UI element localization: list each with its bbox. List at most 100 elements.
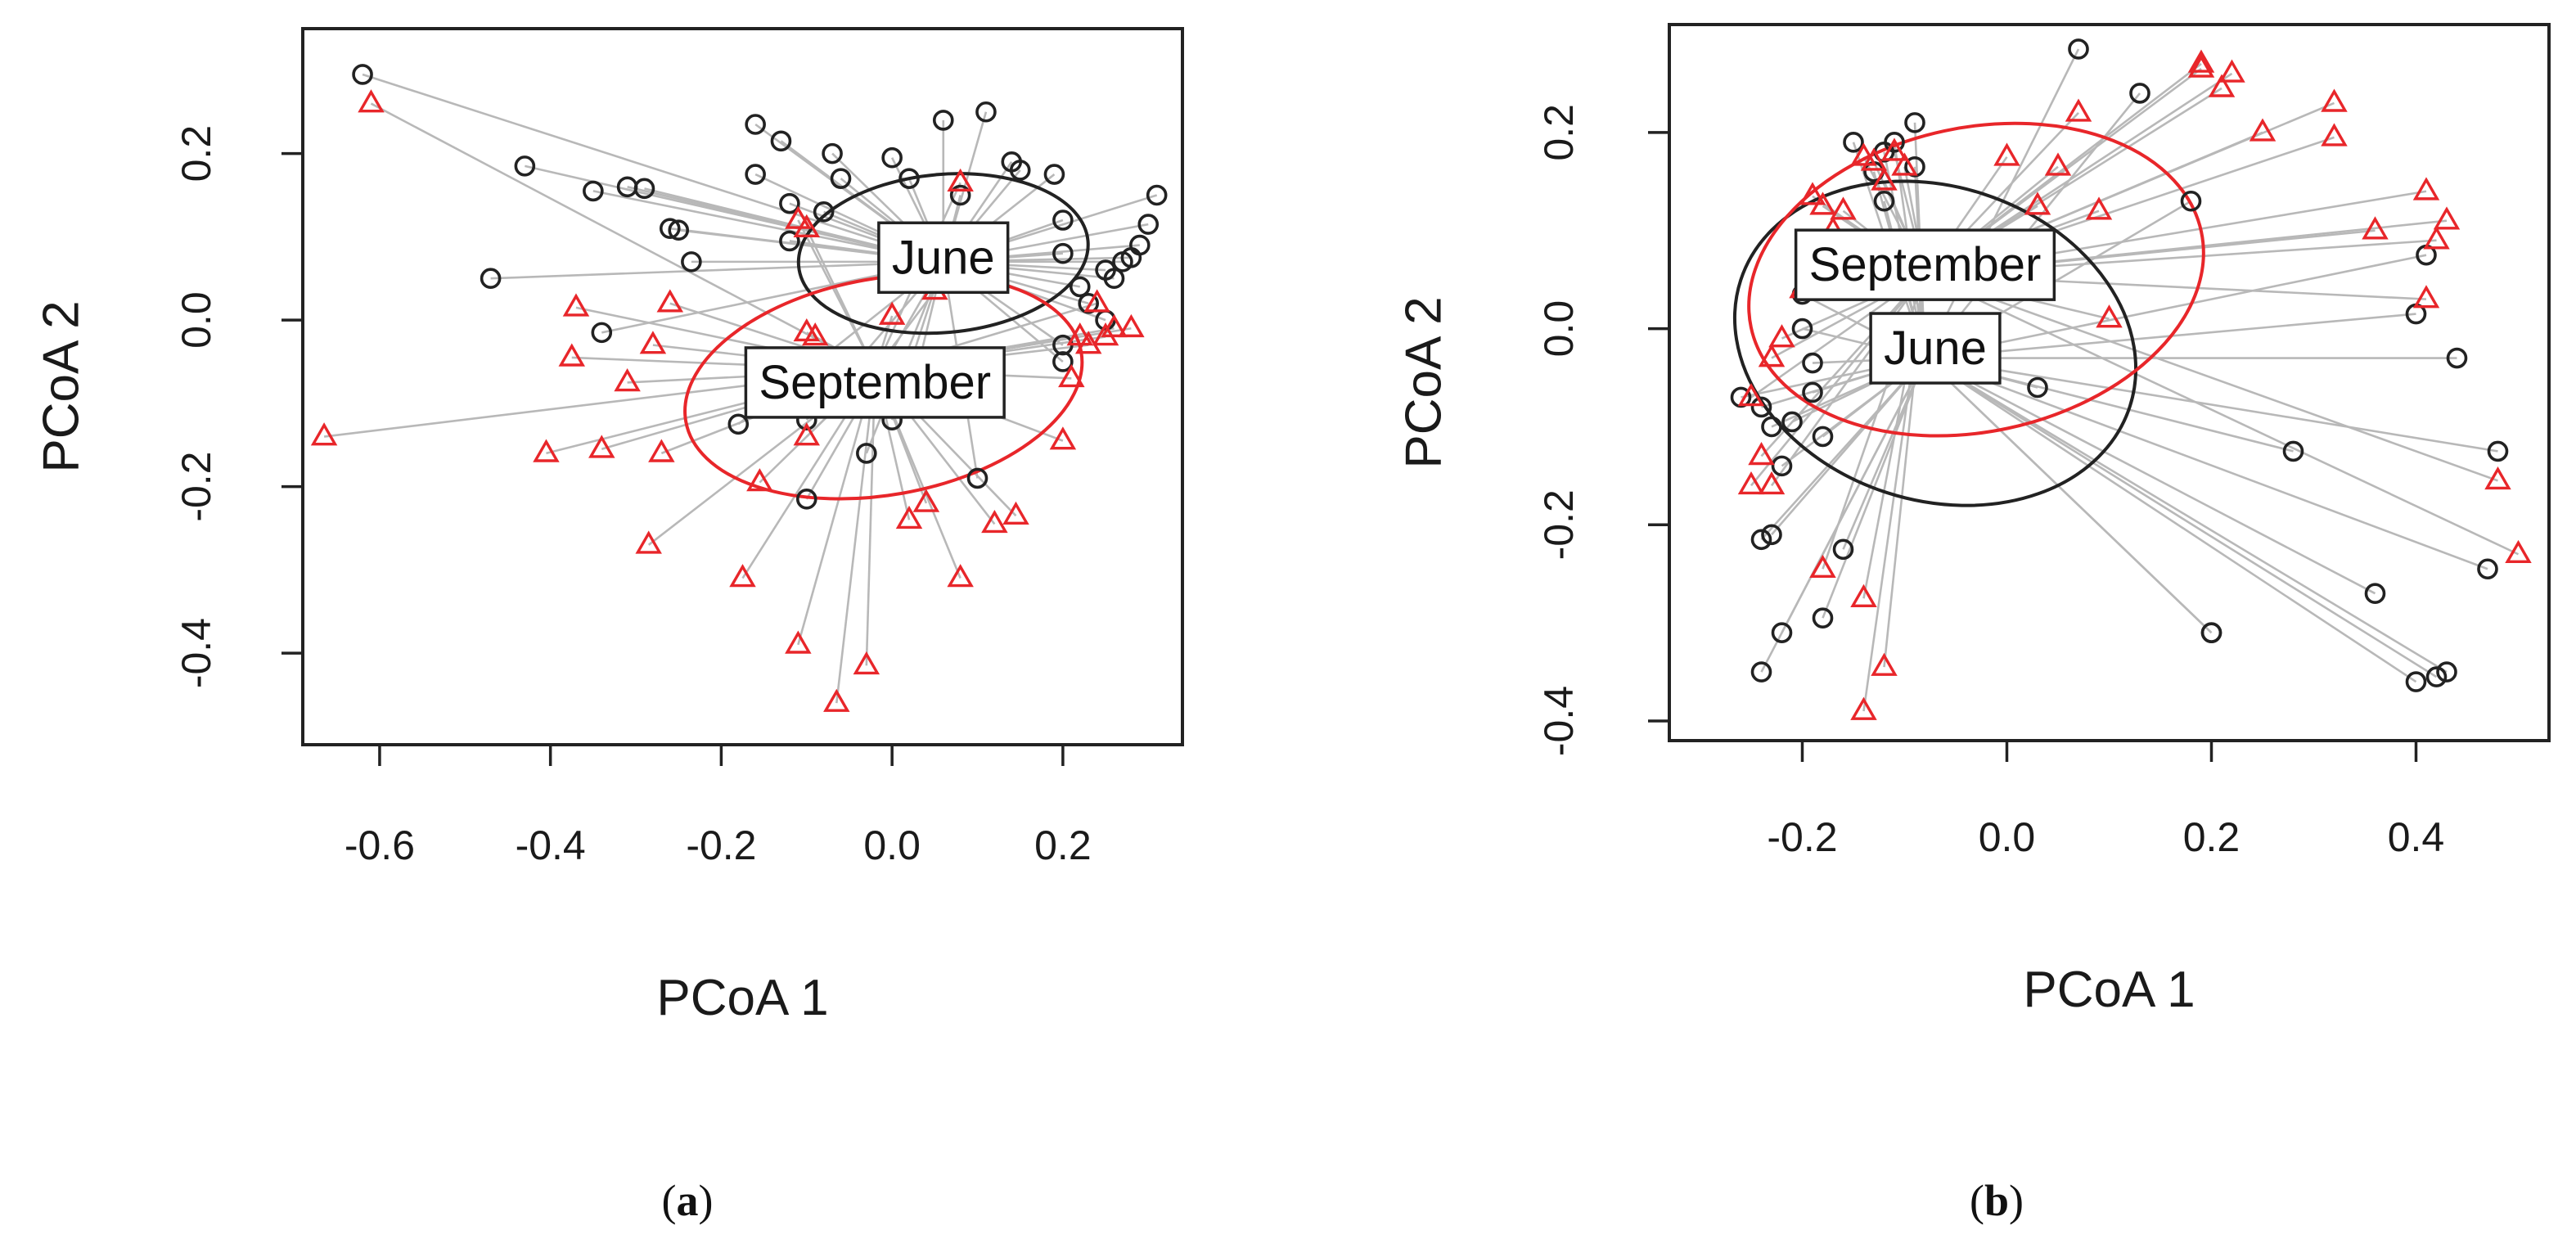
- point-september-21: [878, 301, 906, 325]
- spoke-september-28: [1924, 273, 2520, 556]
- spoke-september-15: [865, 370, 876, 666]
- point-june-35: [1146, 184, 1168, 206]
- point-september-12: [746, 468, 773, 492]
- point-june-43: [856, 443, 877, 464]
- points-june: [352, 64, 1168, 510]
- x-axis-title: PCoA 1: [2023, 962, 2195, 1018]
- points-september: [310, 89, 1145, 712]
- point-june-9: [2180, 190, 2202, 212]
- point-september-0: [358, 89, 385, 113]
- x-tick-label: 0.0: [1979, 814, 2036, 860]
- point-june-6: [1873, 190, 1895, 212]
- point-june-7: [2068, 38, 2089, 60]
- caption-close-paren: ): [699, 1176, 714, 1225]
- panel-caption: (a): [662, 1176, 714, 1225]
- point-june-20: [1761, 524, 1782, 546]
- point-june-12: [745, 164, 766, 185]
- point-june-15: [1812, 426, 1834, 448]
- point-june-9: [591, 322, 613, 344]
- ellipse-june: [796, 172, 1090, 336]
- point-september-19: [785, 205, 812, 229]
- point-september-26: [947, 564, 974, 588]
- point-september-5: [562, 293, 590, 317]
- y-axis: -0.4 -0.2 0.0 0.2: [1536, 104, 1669, 756]
- spoke-september-0: [370, 102, 876, 372]
- spoke-june-30: [1924, 357, 2376, 595]
- point-september-15: [853, 651, 880, 675]
- group-label-box: [744, 346, 1006, 419]
- point-june-24: [1043, 164, 1065, 185]
- point-june-2: [1904, 112, 1925, 133]
- point-june-8: [2129, 83, 2150, 104]
- point-september-14: [2096, 304, 2123, 328]
- point-june-8: [480, 268, 502, 290]
- point-june-33: [2436, 661, 2457, 683]
- point-september-2: [1871, 167, 1898, 191]
- point-june-0: [1843, 132, 1864, 153]
- point-september-25: [2433, 206, 2461, 230]
- point-september-16: [2187, 54, 2215, 78]
- panel-a-frame: [301, 27, 1184, 746]
- point-june-19: [1771, 455, 1793, 477]
- point-september-30: [1768, 324, 1795, 348]
- point-june-26: [2027, 376, 2048, 399]
- panel-b-frame: [1668, 23, 2551, 742]
- y-tick-label: 0.0: [173, 291, 219, 349]
- group-label-june: June: [1869, 312, 2002, 385]
- point-june-16: [830, 168, 852, 189]
- point-september-34: [1101, 313, 1128, 338]
- spoke-june-35: [1925, 357, 2498, 453]
- y-axis-title: PCoA 2: [34, 300, 90, 472]
- y-axis-title: PCoA 2: [1396, 296, 1452, 468]
- point-september-1: [310, 422, 338, 446]
- point-september-4: [648, 439, 675, 462]
- point-june-25: [1750, 661, 1772, 683]
- point-june-6: [668, 219, 690, 241]
- point-september-6: [558, 343, 586, 367]
- point-september-37: [1850, 583, 1877, 607]
- point-september-30: [1058, 363, 1085, 388]
- point-september-36: [1083, 289, 1110, 313]
- group-label-text: September: [759, 356, 991, 409]
- point-june-26: [1052, 210, 1074, 231]
- point-june-22: [1832, 538, 1854, 561]
- x-axis: -0.6 -0.4 -0.2 0.0 0.2: [345, 745, 1092, 868]
- point-september-26: [2412, 285, 2440, 309]
- point-june-10: [745, 114, 766, 135]
- group-label-box: [1794, 228, 2056, 301]
- point-september-25: [895, 505, 923, 529]
- group-label-september: September: [744, 346, 1006, 419]
- point-september-23: [947, 168, 974, 192]
- point-june-13: [779, 192, 800, 214]
- point-june-23: [1009, 160, 1031, 181]
- panel-b: September June -0.2 0.0 0.2 0.4 -0.4 -0.2 0.0 0.2…: [1396, 23, 2551, 1225]
- point-june-4: [633, 178, 655, 200]
- caption-open-paren: (: [662, 1176, 677, 1225]
- point-june-14: [1781, 411, 1803, 433]
- point-september-10: [635, 530, 662, 554]
- point-september-36: [1809, 554, 1836, 579]
- point-september-9: [656, 289, 684, 313]
- x-tick-label: 0.2: [2183, 814, 2240, 860]
- group-label-june: June: [877, 221, 1010, 295]
- point-june-12: [1802, 352, 1823, 374]
- point-september-17: [2208, 74, 2236, 97]
- x-tick-label: 0.4: [2388, 814, 2445, 860]
- spoke-june-21: [1760, 357, 1926, 541]
- spoke-june-31: [1924, 357, 2417, 683]
- x-tick-label: -0.6: [345, 822, 415, 868]
- panel-a-spokes: [323, 73, 1158, 704]
- point-june-11: [1791, 318, 1813, 340]
- point-june-23: [1771, 622, 1793, 643]
- group-label-text: June: [1884, 322, 1987, 375]
- spoke-june-8: [490, 260, 943, 280]
- point-june-18: [881, 146, 903, 169]
- point-september-38: [1871, 652, 1898, 676]
- point-june-33: [1129, 234, 1151, 256]
- point-september-18: [801, 322, 829, 346]
- point-september-14: [823, 688, 850, 712]
- panel-a: June September -0.6 -0.4 -0.2 0.0 0.2 -0.4 -0.2 0…: [34, 27, 1184, 1225]
- point-june-7: [681, 251, 702, 273]
- spoke-june-32: [1924, 357, 2438, 678]
